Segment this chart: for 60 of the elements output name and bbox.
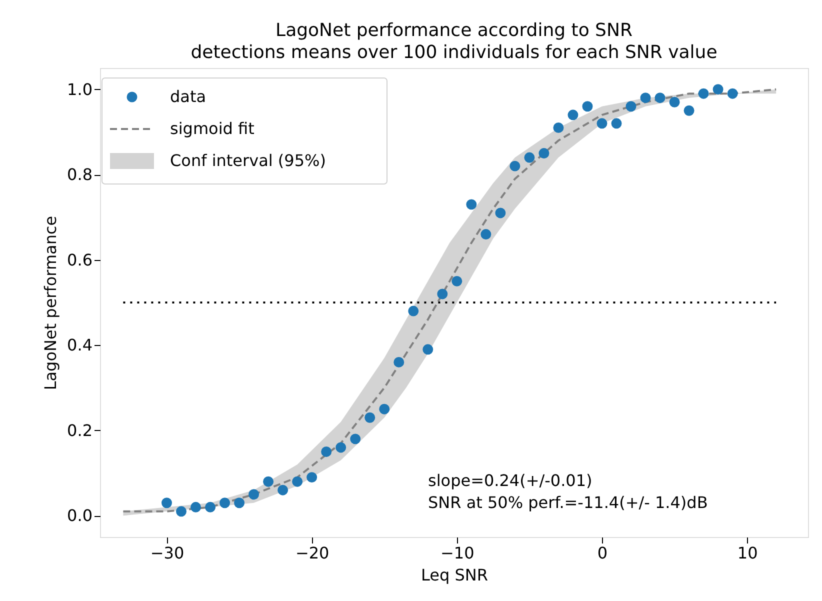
x-axis-title: Leq SNR: [421, 566, 488, 584]
y-tick-label: 0.4: [67, 336, 92, 355]
y-axis-title: LagoNet performance: [41, 216, 60, 390]
point: [263, 476, 274, 487]
point: [364, 412, 376, 423]
point: [727, 88, 738, 99]
point: [176, 506, 186, 517]
point: [306, 472, 318, 483]
point: [205, 502, 216, 512]
point: [568, 110, 578, 120]
point: [596, 118, 608, 129]
point: [422, 344, 434, 355]
y-tick-label: 0.0: [67, 506, 92, 526]
point: [248, 489, 260, 500]
y-tick-label: 0.8: [67, 165, 92, 184]
point: [611, 118, 622, 129]
chart-subtitle: detections means over 100 individuals for each SNR value: [190, 42, 718, 63]
annotation: slope=0.24(+/-0.01): [428, 471, 592, 490]
point: [452, 276, 462, 286]
point: [712, 84, 724, 95]
annotation: SNR at 50% perf.=-11.4(+/- 1.4)dB: [428, 493, 708, 512]
point: [350, 434, 361, 444]
point: [640, 92, 651, 104]
chart-title: LagoNet performance according to SNR: [276, 20, 632, 41]
y-tick-label: 0.2: [67, 420, 92, 440]
point: [336, 442, 346, 453]
point: [437, 288, 448, 300]
point: [553, 122, 564, 133]
point: [278, 484, 288, 496]
y-tick-label: 1.0: [67, 80, 92, 99]
point: [408, 306, 419, 316]
point: [669, 96, 680, 108]
legend-label: Conf interval (95%): [170, 151, 326, 170]
x-tick-label: −10: [440, 544, 474, 562]
x-tick-label: −20: [295, 544, 330, 562]
point: [698, 88, 709, 99]
x-tick-label: −30: [150, 544, 184, 562]
point: [684, 105, 694, 116]
y-tick-label: 0.6: [67, 250, 92, 270]
point: [220, 498, 230, 508]
point: [161, 498, 172, 508]
x-tick-label: 0: [597, 544, 608, 562]
point: [190, 502, 201, 512]
point: [466, 199, 477, 210]
point: [582, 101, 593, 112]
point: [524, 152, 535, 163]
legend-label: data: [170, 87, 206, 106]
point: [510, 160, 520, 172]
point: [654, 92, 666, 104]
point: [394, 356, 404, 368]
point: [234, 498, 245, 508]
point: [495, 208, 506, 218]
legend-label: sigmoid fit: [170, 119, 254, 138]
point: [321, 446, 332, 457]
point: [292, 476, 303, 487]
point: [480, 229, 492, 240]
x-tick-label: 10: [737, 544, 758, 562]
point: [379, 404, 390, 414]
point: [538, 148, 550, 159]
point: [626, 101, 636, 112]
